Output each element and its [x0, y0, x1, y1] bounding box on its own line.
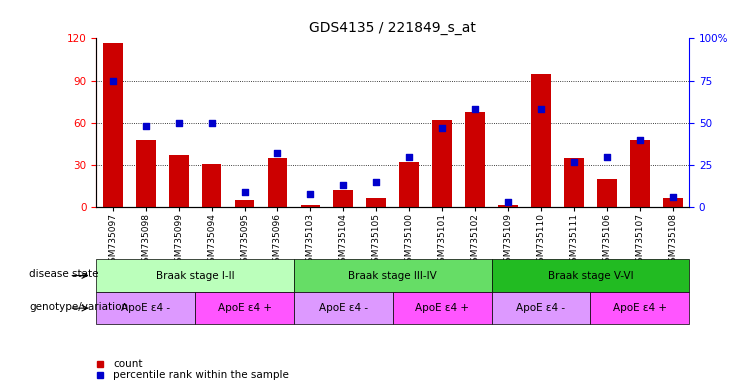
Point — [370, 179, 382, 185]
Text: ApoE ε4 +: ApoE ε4 + — [218, 303, 271, 313]
Text: Braak stage I-II: Braak stage I-II — [156, 270, 234, 281]
Bar — [498, 205, 518, 207]
Bar — [294, 292, 393, 324]
Point — [568, 159, 579, 165]
Point — [173, 120, 185, 126]
Point — [206, 120, 218, 126]
Bar — [301, 205, 320, 207]
Bar — [432, 120, 452, 207]
Text: ApoE ε4 -: ApoE ε4 - — [516, 303, 565, 313]
Point — [271, 150, 283, 156]
Point — [140, 123, 152, 129]
Text: disease state: disease state — [29, 269, 99, 279]
Point — [436, 125, 448, 131]
Title: GDS4135 / 221849_s_at: GDS4135 / 221849_s_at — [309, 21, 476, 35]
Bar — [136, 140, 156, 207]
Text: percentile rank within the sample: percentile rank within the sample — [113, 370, 289, 380]
Bar — [235, 200, 254, 207]
Point — [337, 182, 349, 189]
Text: Braak stage V-VI: Braak stage V-VI — [548, 270, 633, 281]
Text: ApoE ε4 +: ApoE ε4 + — [415, 303, 469, 313]
Bar — [491, 292, 591, 324]
Point — [634, 137, 645, 143]
Bar — [531, 74, 551, 207]
Bar — [103, 43, 123, 207]
Text: ApoE ε4 +: ApoE ε4 + — [613, 303, 667, 313]
Bar — [597, 179, 617, 207]
Point — [667, 194, 679, 200]
Bar — [96, 259, 294, 292]
Bar — [662, 197, 682, 207]
Point — [107, 78, 119, 84]
Point — [469, 106, 481, 113]
Text: count: count — [113, 359, 142, 369]
Point — [502, 199, 514, 205]
Bar — [366, 197, 386, 207]
Bar — [491, 259, 689, 292]
Bar — [169, 155, 188, 207]
Bar — [202, 164, 222, 207]
Text: Braak stage III-IV: Braak stage III-IV — [348, 270, 437, 281]
Bar — [96, 292, 195, 324]
Bar — [333, 190, 353, 207]
Bar — [465, 112, 485, 207]
Text: ApoE ε4 -: ApoE ε4 - — [122, 303, 170, 313]
Bar — [591, 292, 689, 324]
Point — [305, 191, 316, 197]
Point — [601, 154, 613, 160]
Bar — [630, 140, 650, 207]
Bar — [399, 162, 419, 207]
Point — [239, 189, 250, 195]
Text: ApoE ε4 -: ApoE ε4 - — [319, 303, 368, 313]
Bar — [294, 259, 491, 292]
Point — [535, 106, 547, 113]
Bar — [268, 158, 288, 207]
Bar — [564, 158, 584, 207]
Bar — [195, 292, 294, 324]
Bar — [393, 292, 491, 324]
Text: genotype/variation: genotype/variation — [29, 301, 128, 311]
Point — [403, 154, 415, 160]
